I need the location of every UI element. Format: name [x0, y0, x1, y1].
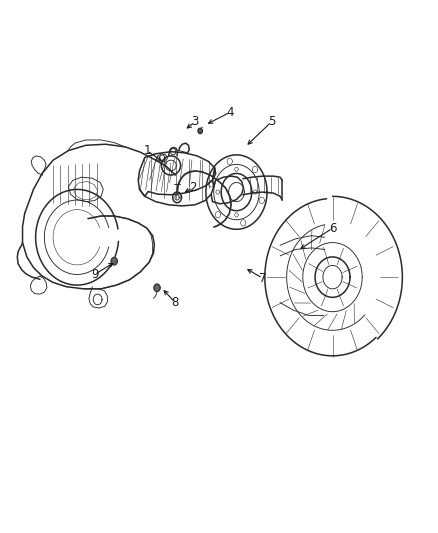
Polygon shape: [198, 128, 202, 134]
Text: 6: 6: [329, 222, 336, 235]
Polygon shape: [154, 284, 160, 292]
Text: 9: 9: [91, 268, 98, 281]
Text: 1: 1: [143, 144, 151, 157]
Polygon shape: [111, 257, 117, 265]
Text: 3: 3: [191, 116, 199, 128]
Text: 5: 5: [268, 116, 275, 128]
Text: 4: 4: [226, 106, 233, 119]
Text: 7: 7: [259, 272, 266, 285]
Text: 2: 2: [189, 181, 197, 195]
Text: 8: 8: [172, 296, 179, 309]
